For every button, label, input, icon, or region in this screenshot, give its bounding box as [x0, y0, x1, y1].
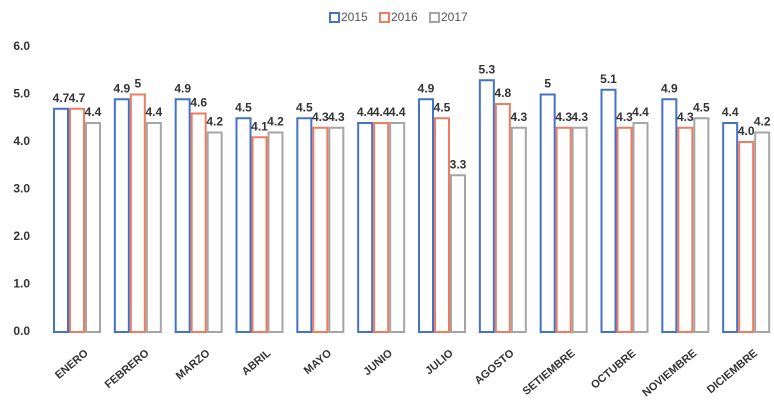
bar [296, 117, 313, 333]
bar [434, 117, 450, 333]
value-label: 5.3 [478, 62, 495, 76]
bar [478, 79, 495, 333]
value-label: 4.6 [190, 96, 207, 110]
bar [69, 107, 85, 333]
bar [251, 136, 268, 333]
value-label: 4.8 [494, 86, 511, 100]
bar [450, 174, 466, 333]
bar [190, 112, 207, 333]
value-label: 4.2 [267, 115, 284, 129]
value-label: 4.3 [571, 110, 588, 124]
legend-swatch [429, 12, 440, 23]
y-tick-label: 3.0 [13, 182, 30, 196]
value-label: 4.3 [616, 110, 633, 124]
value-label: 4.5 [296, 100, 313, 114]
value-label: 4.3 [312, 110, 329, 124]
bar [267, 131, 284, 333]
legend-label: 2016 [391, 10, 418, 24]
y-tick-label: 1.0 [13, 277, 30, 291]
value-label: 4.4 [722, 105, 739, 119]
value-label: 4.9 [418, 81, 435, 95]
value-label: 4.1 [251, 119, 268, 133]
x-tick-label: JULIO [423, 347, 456, 377]
x-tick-label: ENERO [53, 347, 91, 382]
bar [510, 126, 527, 333]
x-tick-label: MARZO [174, 347, 213, 382]
value-label: 4.9 [174, 81, 191, 95]
bar [738, 141, 755, 333]
bar [312, 126, 329, 333]
bar [555, 126, 572, 333]
bar [693, 117, 710, 333]
legend-label: 2017 [441, 10, 468, 24]
value-label: 3.3 [450, 157, 467, 171]
y-tick-label: 6.0 [13, 39, 30, 53]
value-label: 5 [544, 77, 551, 91]
x-tick-label: DICIEMBRE [705, 347, 760, 396]
x-tick-label: MAYO [302, 347, 335, 377]
value-label: 5 [134, 77, 141, 91]
bar [53, 107, 69, 333]
x-tick-label: JUNIO [361, 347, 395, 378]
value-label: 4.5 [235, 100, 252, 114]
bar [616, 126, 633, 333]
bar [677, 126, 694, 333]
bar [113, 98, 130, 333]
value-label: 4.7 [69, 91, 86, 105]
legend-swatch [329, 12, 340, 23]
value-label: 4.9 [113, 81, 130, 95]
y-tick-label: 5.0 [13, 87, 30, 101]
value-label: 5.1 [600, 72, 617, 86]
value-label: 4.4 [373, 105, 390, 119]
x-tick-label: NOVIEMBRE [640, 347, 699, 399]
bar [600, 88, 617, 333]
bar [661, 98, 678, 333]
bar [571, 126, 588, 333]
value-label: 4.5 [693, 100, 710, 114]
value-label: 4.4 [357, 105, 374, 119]
x-tick-label: FEBRERO [103, 347, 152, 391]
bar [174, 98, 191, 333]
value-label: 4.3 [510, 110, 527, 124]
bar [85, 122, 101, 333]
legend-swatch [379, 12, 390, 23]
legend-label: 2015 [341, 10, 368, 24]
value-label: 4.4 [389, 105, 406, 119]
x-tick-label: SETIEMBRE [521, 347, 578, 397]
value-label: 4.3 [677, 110, 694, 124]
value-label: 4.4 [145, 105, 162, 119]
x-tick-label: AGOSTO [473, 347, 517, 387]
bar [235, 117, 252, 333]
value-label: 4.2 [754, 115, 771, 129]
bar [722, 122, 739, 333]
value-label: 4.2 [206, 115, 223, 129]
bar [129, 93, 146, 333]
value-label: 4.9 [661, 81, 678, 95]
bar [539, 93, 556, 333]
y-tick-label: 4.0 [13, 134, 30, 148]
value-label: 4.3 [555, 110, 572, 124]
value-label: 4.0 [738, 124, 755, 138]
bar [632, 122, 649, 333]
value-label: 4.7 [53, 91, 70, 105]
bar [357, 122, 374, 333]
value-label: 4.5 [434, 100, 451, 114]
value-label: 4.3 [328, 110, 345, 124]
bar [494, 103, 511, 333]
x-tick-label: ABRIL [240, 347, 274, 378]
value-label: 4.4 [632, 105, 649, 119]
bar [328, 126, 345, 333]
bar [373, 122, 390, 333]
value-label: 4.4 [85, 105, 102, 119]
bar [389, 122, 406, 333]
bar [418, 98, 434, 333]
y-tick-label: 2.0 [13, 229, 30, 243]
bar [145, 122, 162, 333]
bar [206, 131, 223, 333]
y-tick-label: 0.0 [13, 324, 30, 338]
bar [754, 131, 771, 333]
x-tick-label: OCTUBRE [589, 347, 638, 391]
